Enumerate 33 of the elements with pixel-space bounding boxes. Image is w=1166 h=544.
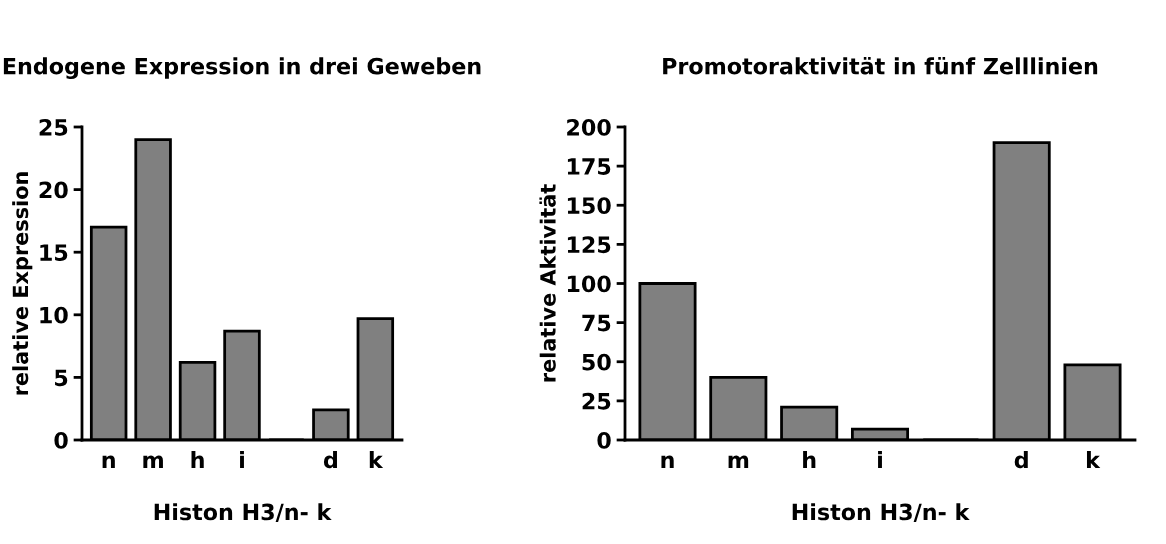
y-tick-label: 100 bbox=[567, 275, 611, 293]
x-tick-label: n bbox=[661, 455, 674, 468]
y-tick-label: 125 bbox=[567, 236, 611, 254]
y-tick-label: 50 bbox=[582, 353, 611, 371]
y-tick-label: 10 bbox=[40, 306, 68, 324]
y-tick-label: 150 bbox=[567, 197, 611, 215]
y-tick-label: 5 bbox=[55, 369, 68, 387]
x-tick-label: h bbox=[191, 451, 204, 468]
y-tick-label: 0 bbox=[54, 431, 68, 449]
x-tick-label: d bbox=[1014, 451, 1028, 469]
x-tick-label: h bbox=[803, 451, 816, 468]
x-tick-label: i bbox=[240, 451, 244, 468]
y-tick-label: 200 bbox=[567, 118, 611, 136]
y-tick-label: 15 bbox=[40, 244, 68, 261]
x-axis-title: Histon H3/n- k bbox=[792, 503, 970, 523]
y-tick-label: 20 bbox=[39, 181, 68, 199]
x-tick-label: d bbox=[323, 451, 337, 469]
x-tick-label: k bbox=[369, 451, 384, 468]
x-tick-label: m bbox=[728, 455, 749, 468]
x-axis-title: Histon H3/n- k bbox=[154, 503, 332, 523]
y-axis-title: relative Aktivität bbox=[539, 184, 556, 382]
x-tick-label: i bbox=[878, 451, 882, 468]
x-tick-label: k bbox=[1086, 451, 1101, 468]
y-tick-label: 25 bbox=[39, 118, 68, 136]
chart-title: Endogene Expression in drei Geweben bbox=[3, 57, 481, 80]
y-tick-label: 175 bbox=[567, 158, 611, 175]
x-tick-label: m bbox=[143, 455, 163, 468]
chart-title: Promotoraktivität in fünf Zelllinien bbox=[663, 57, 1098, 75]
y-axis-title: relative Expression bbox=[12, 172, 33, 395]
y-tick-label: 75 bbox=[582, 314, 611, 332]
y-tick-label: 0 bbox=[597, 431, 611, 449]
x-tick-label: n bbox=[102, 455, 115, 468]
y-tick-label: 25 bbox=[582, 392, 611, 410]
